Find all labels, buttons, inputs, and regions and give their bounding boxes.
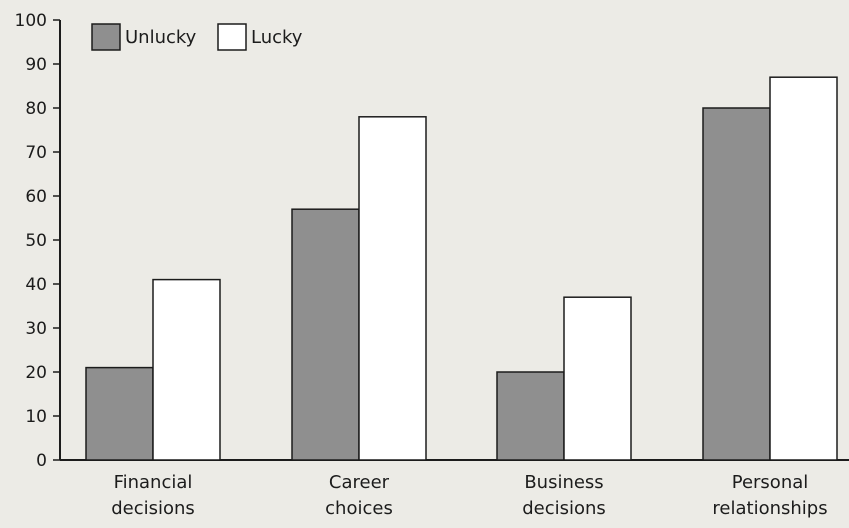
x-category-label: Career [329,472,390,493]
y-tick-label: 40 [25,275,47,295]
legend-label-lucky: Lucky [251,27,303,48]
y-ticks: 0 10 20 30 40 50 60 70 80 90 100 [15,11,60,471]
x-category-label: choices [325,498,393,519]
y-tick-label: 0 [36,451,47,471]
y-tick-label: 20 [25,363,47,383]
bar-unlucky-2 [496,371,565,461]
bar-lucky-1 [358,116,427,461]
x-category-label: Business [524,472,603,493]
x-category-label: Personal [732,472,809,493]
x-category-label: relationships [712,498,827,519]
y-tick-label: 70 [25,143,47,163]
bar-unlucky-0 [85,366,154,461]
legend-swatch-unlucky [91,23,121,51]
y-tick-label: 10 [25,407,47,427]
x-category-label: decisions [522,498,606,519]
x-category-label: Financial [114,472,193,493]
bar-unlucky-1 [291,208,360,461]
y-tick-label: 90 [25,55,47,75]
x-tick-labels: Financial decisions Career choices Business d… [111,472,827,519]
y-tick-label: 60 [25,187,47,207]
bars [85,76,838,461]
y-tick-label: 50 [25,231,47,251]
bar-lucky-2 [563,296,632,461]
legend-label-unlucky: Unlucky [125,27,197,48]
bar-lucky-3 [769,76,838,461]
y-tick-label: 80 [25,99,47,119]
y-tick-label: 100 [15,11,47,31]
x-category-label: decisions [111,498,195,519]
bar-unlucky-3 [702,107,771,461]
y-tick-label: 30 [25,319,47,339]
legend: Unlucky Lucky [91,23,303,51]
legend-swatch-lucky [217,23,247,51]
bar-lucky-0 [152,278,221,461]
